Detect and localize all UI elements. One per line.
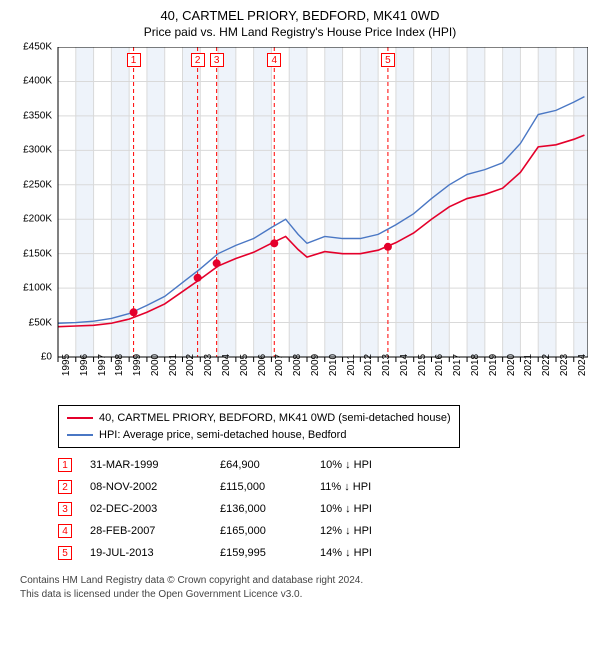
transaction-price: £115,000 [220, 481, 320, 493]
y-tick-label: £0 [12, 352, 52, 363]
legend-swatch [67, 417, 93, 419]
y-tick-label: £350K [12, 110, 52, 121]
transaction-row: 5 19-JUL-2013£159,99514% ↓ HPI [58, 542, 590, 564]
y-tick-label: £50K [12, 317, 52, 328]
y-tick-label: £150K [12, 248, 52, 259]
transaction-diff: 11% ↓ HPI [320, 481, 420, 493]
legend-item: HPI: Average price, semi-detached house,… [67, 427, 451, 444]
x-tick-label: 2011 [346, 354, 357, 376]
legend: 40, CARTMEL PRIORY, BEDFORD, MK41 0WD (s… [58, 405, 460, 448]
transaction-date: 02-DEC-2003 [90, 503, 220, 515]
x-tick-label: 2021 [523, 354, 534, 376]
x-tick-label: 1997 [97, 354, 108, 376]
attribution-footer: Contains HM Land Registry data © Crown c… [20, 574, 590, 601]
transaction-price: £165,000 [220, 525, 320, 537]
x-tick-label: 2000 [150, 354, 161, 376]
x-tick-label: 2016 [434, 354, 445, 376]
x-tick-label: 2001 [168, 354, 179, 376]
x-tick-label: 2019 [488, 354, 499, 376]
transaction-diff: 10% ↓ HPI [320, 503, 420, 515]
transaction-diff: 12% ↓ HPI [320, 525, 420, 537]
transaction-date: 28-FEB-2007 [90, 525, 220, 537]
x-tick-label: 2005 [239, 354, 250, 376]
x-tick-label: 1996 [79, 354, 90, 376]
y-tick-label: £400K [12, 76, 52, 87]
page-title: 40, CARTMEL PRIORY, BEDFORD, MK41 0WD [10, 8, 590, 23]
marker-label: 3 [210, 53, 224, 67]
transaction-number: 2 [58, 480, 72, 494]
marker-label: 5 [381, 53, 395, 67]
legend-swatch [67, 434, 93, 436]
x-tick-label: 2010 [328, 354, 339, 376]
transaction-date: 08-NOV-2002 [90, 481, 220, 493]
transaction-row: 1 31-MAR-1999£64,90010% ↓ HPI [58, 454, 590, 476]
y-tick-label: £300K [12, 145, 52, 156]
x-tick-label: 2023 [559, 354, 570, 376]
transaction-price: £159,995 [220, 547, 320, 559]
x-tick-label: 2004 [221, 354, 232, 376]
x-tick-label: 2003 [203, 354, 214, 376]
y-tick-label: £200K [12, 214, 52, 225]
x-tick-label: 2014 [399, 354, 410, 376]
transaction-date: 19-JUL-2013 [90, 547, 220, 559]
x-tick-label: 1999 [132, 354, 143, 376]
transaction-price: £64,900 [220, 459, 320, 471]
legend-item: 40, CARTMEL PRIORY, BEDFORD, MK41 0WD (s… [67, 410, 451, 427]
marker-label: 1 [127, 53, 141, 67]
price-chart [10, 47, 588, 363]
footer-line: This data is licensed under the Open Gov… [20, 588, 590, 602]
x-tick-label: 1998 [114, 354, 125, 376]
x-tick-label: 2012 [363, 354, 374, 376]
x-tick-label: 2020 [506, 354, 517, 376]
legend-label: HPI: Average price, semi-detached house,… [99, 427, 346, 444]
x-tick-label: 2002 [185, 354, 196, 376]
x-tick-label: 2008 [292, 354, 303, 376]
transaction-diff: 14% ↓ HPI [320, 547, 420, 559]
legend-label: 40, CARTMEL PRIORY, BEDFORD, MK41 0WD (s… [99, 410, 451, 427]
x-tick-label: 2015 [417, 354, 428, 376]
transaction-diff: 10% ↓ HPI [320, 459, 420, 471]
transaction-number: 4 [58, 524, 72, 538]
x-tick-label: 2018 [470, 354, 481, 376]
transaction-number: 3 [58, 502, 72, 516]
transaction-number: 5 [58, 546, 72, 560]
chart-area: £0 £50K £100K £150K £200K £250K £300K £350K £400… [10, 47, 588, 397]
transaction-number: 1 [58, 458, 72, 472]
y-tick-label: £250K [12, 179, 52, 190]
x-tick-label: 2006 [257, 354, 268, 376]
transaction-price: £136,000 [220, 503, 320, 515]
footer-line: Contains HM Land Registry data © Crown c… [20, 574, 590, 588]
x-tick-label: 2024 [577, 354, 588, 376]
x-tick-label: 2022 [541, 354, 552, 376]
transaction-row: 4 28-FEB-2007£165,00012% ↓ HPI [58, 520, 590, 542]
x-tick-label: 2017 [452, 354, 463, 376]
x-tick-label: 2013 [381, 354, 392, 376]
transaction-date: 31-MAR-1999 [90, 459, 220, 471]
marker-label: 2 [191, 53, 205, 67]
y-tick-label: £100K [12, 283, 52, 294]
transaction-row: 3 02-DEC-2003£136,00010% ↓ HPI [58, 498, 590, 520]
x-tick-label: 2007 [274, 354, 285, 376]
page-subtitle: Price paid vs. HM Land Registry's House … [10, 25, 590, 39]
transactions-table: 131-MAR-1999£64,90010% ↓ HPI208-NOV-2002… [58, 454, 590, 564]
x-tick-label: 2009 [310, 354, 321, 376]
x-tick-label: 1995 [61, 354, 72, 376]
y-tick-label: £450K [12, 42, 52, 53]
transaction-row: 2 08-NOV-2002£115,00011% ↓ HPI [58, 476, 590, 498]
marker-label: 4 [267, 53, 281, 67]
